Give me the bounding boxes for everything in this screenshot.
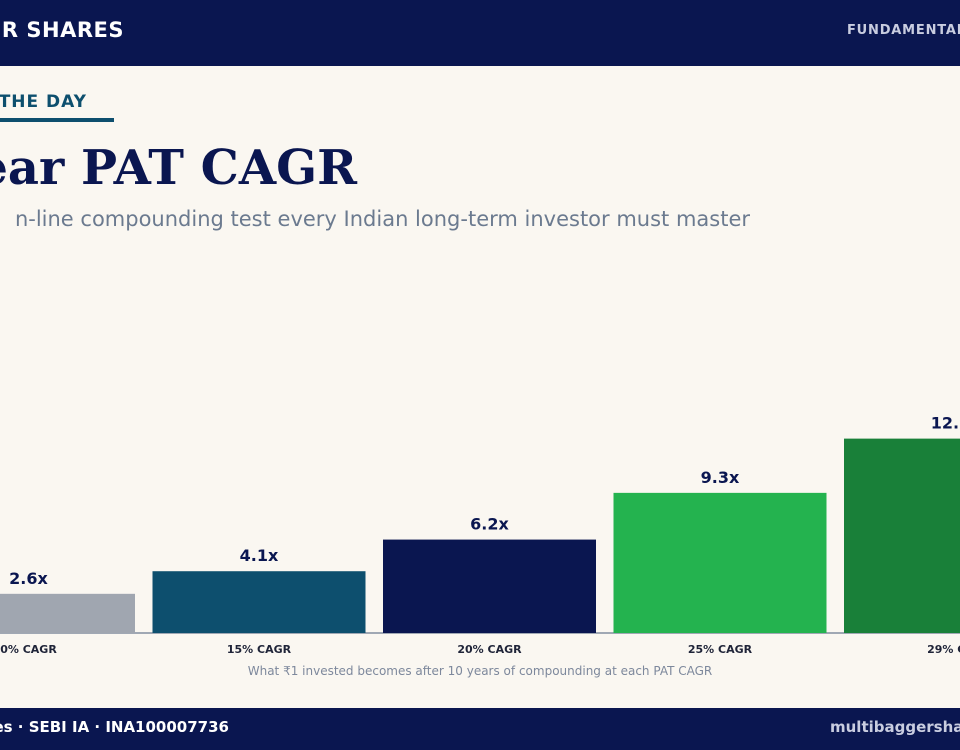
top-bar bbox=[0, 0, 960, 66]
category-label: 15% CAGR bbox=[227, 643, 292, 656]
category-label: 0% CAGR bbox=[0, 643, 57, 656]
category-label: 20% CAGR bbox=[457, 643, 522, 656]
brand-name: R SHARES bbox=[1, 18, 124, 42]
bar-value-label: 6.2x bbox=[470, 515, 509, 534]
bar-2 bbox=[383, 539, 596, 633]
page-title: ear PAT CAGR bbox=[0, 140, 357, 196]
bar-value-label: 2.6x bbox=[9, 569, 48, 588]
bar-value-label: 9.3x bbox=[701, 468, 740, 487]
footer-website: multibaggersha bbox=[830, 718, 960, 736]
footer-disclosure: es · SEBI IA · INA100007736 bbox=[0, 718, 229, 736]
category-label: 29% CA bbox=[927, 643, 960, 656]
category-label: 25% CAGR bbox=[688, 643, 753, 656]
section-kicker: THE DAY bbox=[0, 92, 87, 112]
bottom-bar bbox=[0, 708, 960, 750]
category-tag: FUNDAMENTAL bbox=[847, 23, 960, 38]
bar-1 bbox=[152, 571, 366, 633]
bar-3 bbox=[613, 492, 827, 633]
bar-value-label: 4.1x bbox=[240, 546, 279, 565]
bar-0 bbox=[0, 593, 135, 633]
bar-4 bbox=[844, 438, 960, 633]
page-subtitle: n-line compounding test every Indian lon… bbox=[14, 207, 750, 231]
bar-value-label: 12.9 bbox=[931, 414, 960, 433]
chart-caption: What ₹1 invested becomes after 10 years … bbox=[248, 664, 713, 678]
kicker-underline bbox=[0, 118, 114, 122]
